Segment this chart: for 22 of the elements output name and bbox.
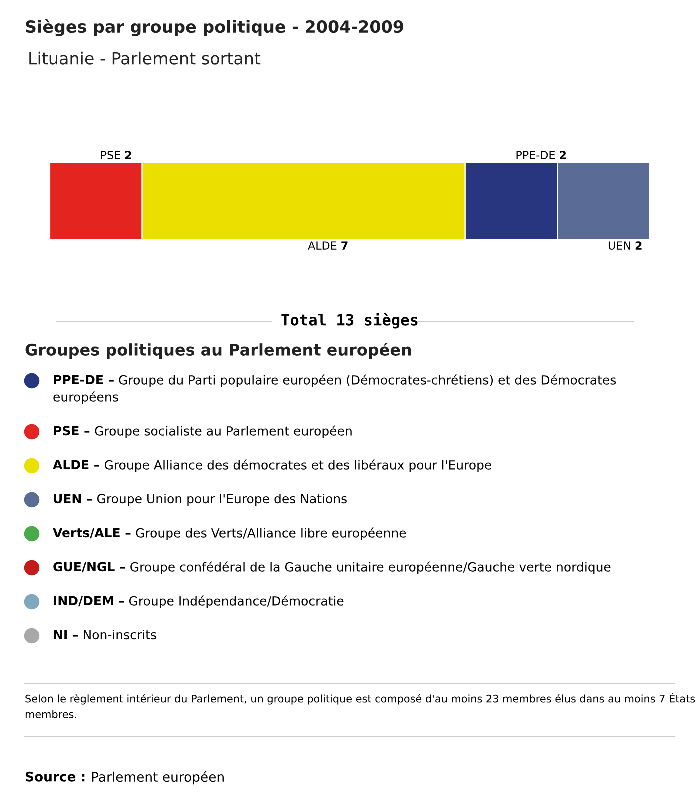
source-note: Source : Parlement européen	[26, 771, 224, 785]
series-label: ALDE	[308, 242, 337, 250]
series-label: PSE	[101, 151, 120, 160]
text: Groupes politiques au Parlement européen	[26, 342, 412, 360]
category-label: PPE-DE – Groupe du Parti populaire européen (Démocrates-chrétiens) et des Démocrates européens	[54, 374, 616, 404]
data-label: 2	[636, 242, 642, 250]
category-label: PSE – Groupe socialiste au Parlement européen	[54, 426, 352, 438]
category-label: Verts/ALE – Groupe des Verts/Alliance libre européenne	[53, 528, 406, 540]
category-label: UEN – Groupe Union pour l'Europe des Nations	[54, 494, 347, 506]
text: Selon le règlement intérieur du Parlement, un groupe politique est composé d'au moins 23 membres élus dans au moins 7 États membres.	[26, 693, 696, 718]
data-label: 2	[560, 151, 566, 160]
category-label: IND/DEM – Groupe Indépendance/Démocratie	[54, 596, 344, 608]
category-label: ALDE – Groupe Alliance des démocrates et des libéraux pour l'Europe	[53, 460, 492, 472]
series-label: UEN	[608, 242, 630, 250]
chart-subtitle: Lituanie - Parlement sortant	[30, 52, 261, 65]
series-label: PPE-DE	[516, 151, 555, 160]
text: Total 13 sièges	[282, 313, 418, 329]
category-label: GUE/NGL – Groupe confédéral de la Gauche unitaire européenne/Gauche verte nordique	[54, 562, 611, 574]
data-label: 7	[342, 242, 348, 250]
chart-title: Sièges par groupe politique - 2004-2009	[26, 20, 404, 36]
category-label: NI – Non-inscrits	[54, 630, 156, 640]
data-label: 2	[126, 151, 132, 160]
